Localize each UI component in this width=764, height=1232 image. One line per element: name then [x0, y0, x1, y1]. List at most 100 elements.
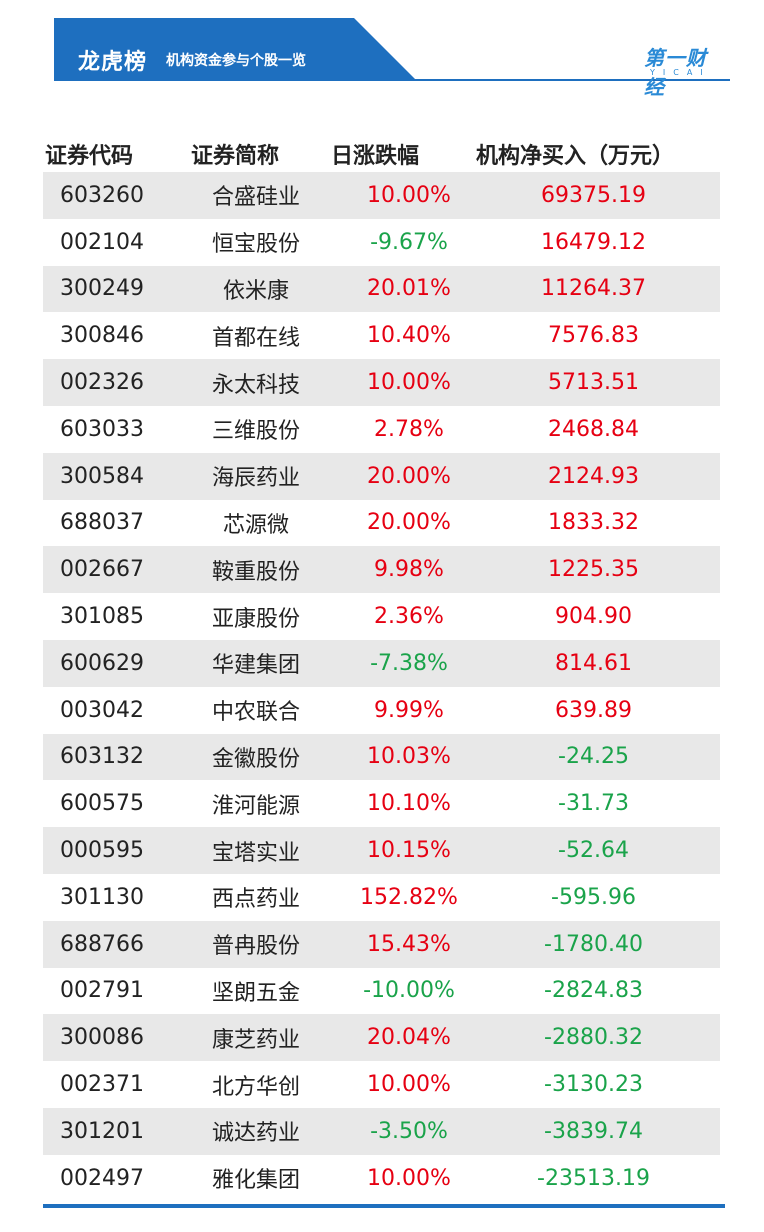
daily-change: 152.82% [360, 884, 458, 910]
table-row: 002326 永太科技 10.00% 5713.51 [43, 359, 720, 406]
daily-change: 10.03% [367, 744, 451, 770]
stock-name: 宝塔实业 [211, 840, 300, 866]
stock-code: 300846 [60, 323, 144, 349]
stock-code: 002326 [60, 370, 144, 396]
header-net-buy: 机构净买入（万元） [475, 144, 674, 169]
institution-net-buy: 69375.19 [541, 182, 646, 208]
institution-net-buy: -1780.40 [544, 931, 643, 957]
stock-code: 688766 [60, 931, 144, 957]
stock-code: 600629 [60, 650, 144, 676]
institution-net-buy: 904.90 [555, 604, 632, 630]
daily-change: -3.50% [370, 1118, 448, 1144]
stock-name: 西点药业 [211, 887, 300, 913]
table-row: 300086 康芝药业 20.04% -2880.32 [43, 1014, 720, 1062]
table-row: 600629 华建集团 -7.38% 814.61 [43, 639, 720, 687]
table-row: 002497 雅化集团 10.00% -23513.19 [43, 1154, 720, 1202]
stock-code: 300086 [60, 1025, 144, 1051]
stock-code: 300584 [60, 463, 144, 489]
institution-net-buy: -31.73 [558, 791, 629, 817]
daily-change: -10.00% [363, 978, 455, 1004]
table-row: 603132 金徽股份 10.03% -24.25 [43, 733, 720, 781]
table-row: 002371 北方华创 10.00% -3130.23 [43, 1061, 720, 1108]
daily-change: 10.00% [367, 370, 451, 396]
daily-change: 20.00% [367, 510, 451, 536]
header-banner: 龙虎榜 机构资金参与个股一览 第一财经 YICAI [54, 18, 730, 99]
table-row: 301130 西点药业 152.82% -595.96 [43, 873, 720, 921]
table-row: 002104 恒宝股份 -9.67% 16479.12 [43, 218, 720, 266]
header-name: 证券简称 [190, 144, 279, 169]
stock-code: 002104 [60, 229, 144, 255]
yicai-logo: 第一财经 YICAI [644, 42, 724, 99]
daily-change: 10.40% [367, 323, 451, 349]
institution-net-buy: -2880.32 [544, 1025, 643, 1051]
stock-code: 603132 [60, 744, 144, 770]
stock-code: 688037 [60, 510, 144, 536]
institution-net-buy: 11264.37 [541, 276, 646, 302]
daily-change: 10.15% [367, 838, 451, 864]
stock-code: 301201 [60, 1118, 144, 1144]
institution-net-buy: 1225.35 [548, 557, 639, 583]
stock-code: 300249 [60, 276, 144, 302]
table-row: 002667 鞍重股份 9.98% 1225.35 [43, 546, 720, 594]
stock-code: 301085 [60, 604, 144, 630]
table-row: 300249 依米康 20.01% 11264.37 [43, 265, 720, 313]
banner-subtitle: 机构资金参与个股一览 [166, 53, 306, 69]
table-row: 301201 诚达药业 -3.50% -3839.74 [43, 1107, 720, 1155]
table-row: 603260 合盛硅业 10.00% 69375.19 [43, 172, 720, 219]
institution-net-buy: 2468.84 [548, 416, 639, 442]
daily-change: 10.10% [367, 791, 451, 817]
table-body: 603260 合盛硅业 10.00% 69375.19 002104 恒宝股份 -9.67%… [43, 172, 720, 1202]
institution-net-buy: 1833.32 [548, 510, 639, 536]
logo-text: 第一财经 [644, 46, 707, 99]
daily-change: 9.99% [374, 697, 444, 723]
stock-code: 002791 [60, 978, 144, 1004]
institution-net-buy: -2824.83 [544, 978, 643, 1004]
stock-code: 603260 [60, 182, 144, 208]
stock-name: 中农联合 [211, 700, 300, 726]
stock-code: 600575 [60, 791, 144, 817]
stock-code: 301130 [60, 884, 144, 910]
stock-name: 合盛硅业 [211, 185, 300, 211]
daily-change: 9.98% [374, 557, 444, 583]
table-row: 688037 芯源微 20.00% 1833.32 [43, 499, 720, 547]
institution-net-buy: -3130.23 [544, 1072, 643, 1098]
stock-name: 芯源微 [222, 512, 289, 538]
header-code: 证券代码 [44, 144, 133, 169]
stock-code: 003042 [60, 697, 144, 723]
bottom-divider [43, 1204, 725, 1208]
institution-net-buy: -52.64 [558, 838, 629, 864]
banner-background [54, 18, 730, 81]
stock-name: 鞍重股份 [211, 559, 300, 585]
table-row: 300584 海辰药业 20.00% 2124.93 [43, 452, 720, 500]
institution-net-buy: -23513.19 [537, 1165, 650, 1191]
stock-name: 首都在线 [211, 325, 300, 351]
daily-change: -9.67% [370, 229, 448, 255]
daily-change: 20.00% [367, 463, 451, 489]
stock-name: 康芝药业 [211, 1027, 300, 1053]
stock-code: 603033 [60, 416, 144, 442]
logo-subtext: YICAI [650, 68, 711, 77]
header-change: 日涨跌幅 [330, 144, 419, 169]
daily-change: 15.43% [367, 931, 451, 957]
stock-name: 雅化集团 [211, 1168, 300, 1194]
daily-change: -7.38% [370, 650, 448, 676]
stock-name: 海辰药业 [211, 466, 300, 492]
stock-name: 恒宝股份 [211, 232, 300, 258]
daily-change: 10.00% [367, 1165, 451, 1191]
daily-change: 20.04% [367, 1025, 451, 1051]
table-header: 证券代码 证券简称 日涨跌幅 机构净买入（万元） [43, 136, 720, 172]
stock-name: 金徽股份 [211, 746, 300, 772]
stock-code: 002497 [60, 1165, 144, 1191]
institution-net-buy: 2124.93 [548, 463, 639, 489]
daily-change: 10.00% [367, 182, 451, 208]
stock-name: 亚康股份 [211, 606, 300, 632]
banner-title: 龙虎榜 [78, 50, 148, 75]
institution-net-buy: 7576.83 [548, 323, 639, 349]
table-row: 600575 淮河能源 10.10% -31.73 [43, 780, 720, 828]
daily-change: 2.78% [374, 416, 444, 442]
daily-change: 2.36% [374, 604, 444, 630]
table-row: 002791 坚朗五金 -10.00% -2824.83 [43, 967, 720, 1015]
institution-net-buy: -595.96 [551, 884, 636, 910]
institution-net-buy: 639.89 [555, 697, 632, 723]
institution-net-buy: -3839.74 [544, 1118, 643, 1144]
